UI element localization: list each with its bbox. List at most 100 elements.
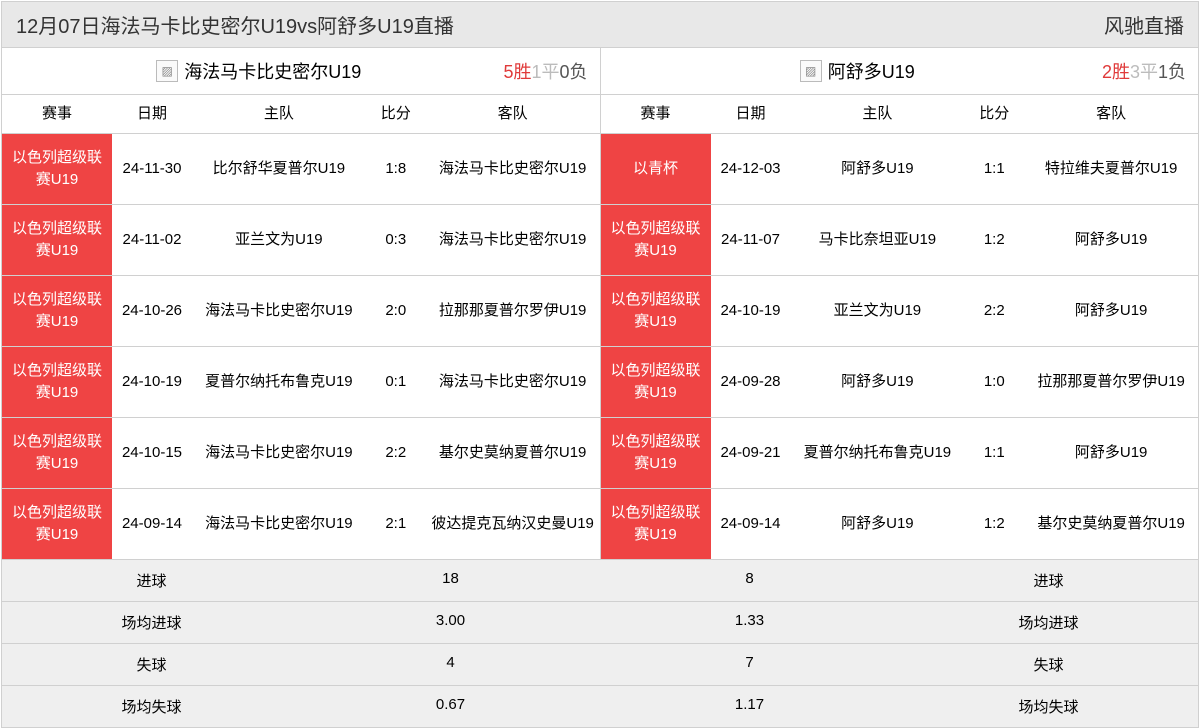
home-team-cell: 比尔舒华夏普尔U19	[192, 134, 366, 204]
score-cell: 1:2	[964, 489, 1024, 559]
right-panel: ▨ 阿舒多U19 2胜3平1负 赛事 日期 主队 比分 客队 以青杯24-12-…	[601, 48, 1199, 560]
col-away: 客队	[1024, 95, 1198, 133]
summary-label: 进球	[2, 560, 301, 601]
summary-right-val: 7	[600, 644, 899, 685]
left-team-header: ▨ 海法马卡比史密尔U19 5胜1平0负	[2, 48, 600, 95]
competition-cell: 以青杯	[601, 134, 711, 204]
home-team-cell: 海法马卡比史密尔U19	[192, 489, 366, 559]
date-cell: 24-09-14	[711, 489, 791, 559]
brand-label: 风驰直播	[1104, 10, 1184, 39]
image-placeholder-icon: ▨	[800, 60, 822, 82]
competition-cell: 以色列超级联赛U19	[2, 489, 112, 559]
score-cell: 2:0	[366, 276, 426, 346]
page-title: 12月07日海法马卡比史密尔U19vs阿舒多U19直播	[16, 10, 454, 39]
away-team-cell: 基尔史莫纳夏普尔U19	[1024, 489, 1198, 559]
right-team-header: ▨ 阿舒多U19 2胜3平1负	[601, 48, 1199, 95]
table-row: 以色列超级联赛U1924-10-19亚兰文为U192:2阿舒多U19	[601, 276, 1199, 347]
col-score: 比分	[366, 95, 426, 133]
table-row: 以色列超级联赛U1924-11-07马卡比奈坦亚U191:2阿舒多U19	[601, 205, 1199, 276]
summary-label: 场均进球	[2, 602, 301, 643]
home-team-cell: 夏普尔纳托布鲁克U19	[192, 347, 366, 417]
away-team-cell: 阿舒多U19	[1024, 276, 1198, 346]
home-team-cell: 阿舒多U19	[791, 347, 965, 417]
summary-left-val: 18	[301, 560, 600, 601]
away-team-cell: 基尔史莫纳夏普尔U19	[426, 418, 600, 488]
col-date: 日期	[112, 95, 192, 133]
away-team-cell: 阿舒多U19	[1024, 205, 1198, 275]
away-team-cell: 彼达提克瓦纳汉史曼U19	[426, 489, 600, 559]
competition-cell: 以色列超级联赛U19	[601, 418, 711, 488]
left-rows: 以色列超级联赛U1924-11-30比尔舒华夏普尔U191:8海法马卡比史密尔U…	[2, 134, 600, 560]
table-row: 以色列超级联赛U1924-10-26海法马卡比史密尔U192:0拉那那夏普尔罗伊…	[2, 276, 600, 347]
col-home: 主队	[791, 95, 965, 133]
score-cell: 0:3	[366, 205, 426, 275]
right-column-headers: 赛事 日期 主队 比分 客队	[601, 95, 1199, 134]
left-team-name: 海法马卡比史密尔U19	[184, 58, 361, 84]
score-cell: 1:1	[964, 134, 1024, 204]
left-panel: ▨ 海法马卡比史密尔U19 5胜1平0负 赛事 日期 主队 比分 客队 以色列超…	[2, 48, 601, 560]
summary-goals: 进球 18 8 进球	[2, 560, 1198, 602]
summary-right-val: 1.33	[600, 602, 899, 643]
summary-avg-goals: 场均进球 3.00 1.33 场均进球	[2, 602, 1198, 644]
home-team-cell: 夏普尔纳托布鲁克U19	[791, 418, 965, 488]
score-cell: 0:1	[366, 347, 426, 417]
date-cell: 24-09-14	[112, 489, 192, 559]
col-date: 日期	[711, 95, 791, 133]
date-cell: 24-10-26	[112, 276, 192, 346]
date-cell: 24-10-15	[112, 418, 192, 488]
summary-left-val: 3.00	[301, 602, 600, 643]
home-team-cell: 亚兰文为U19	[192, 205, 366, 275]
title-bar: 12月07日海法马卡比史密尔U19vs阿舒多U19直播 风驰直播	[2, 2, 1198, 48]
summary-label: 失球	[2, 644, 301, 685]
competition-cell: 以色列超级联赛U19	[2, 134, 112, 204]
competition-cell: 以色列超级联赛U19	[2, 418, 112, 488]
table-row: 以色列超级联赛U1924-09-14海法马卡比史密尔U192:1彼达提克瓦纳汉史…	[2, 489, 600, 560]
image-placeholder-icon: ▨	[156, 60, 178, 82]
away-team-cell: 拉那那夏普尔罗伊U19	[1024, 347, 1198, 417]
away-team-cell: 拉那那夏普尔罗伊U19	[426, 276, 600, 346]
team-halves: ▨ 海法马卡比史密尔U19 5胜1平0负 赛事 日期 主队 比分 客队 以色列超…	[2, 48, 1198, 560]
home-team-cell: 海法马卡比史密尔U19	[192, 418, 366, 488]
home-team-cell: 亚兰文为U19	[791, 276, 965, 346]
match-stats-container: 12月07日海法马卡比史密尔U19vs阿舒多U19直播 风驰直播 ▨ 海法马卡比…	[1, 1, 1199, 728]
date-cell: 24-11-02	[112, 205, 192, 275]
date-cell: 24-09-28	[711, 347, 791, 417]
table-row: 以色列超级联赛U1924-10-19夏普尔纳托布鲁克U190:1海法马卡比史密尔…	[2, 347, 600, 418]
summary-right-val: 1.17	[600, 686, 899, 727]
col-comp: 赛事	[2, 95, 112, 133]
home-team-cell: 马卡比奈坦亚U19	[791, 205, 965, 275]
summary-label: 场均失球	[899, 686, 1198, 727]
summary-label: 进球	[899, 560, 1198, 601]
home-team-cell: 阿舒多U19	[791, 489, 965, 559]
away-team-cell: 海法马卡比史密尔U19	[426, 347, 600, 417]
left-record: 5胜1平0负	[503, 58, 587, 84]
competition-cell: 以色列超级联赛U19	[2, 276, 112, 346]
date-cell: 24-10-19	[112, 347, 192, 417]
date-cell: 24-11-07	[711, 205, 791, 275]
date-cell: 24-09-21	[711, 418, 791, 488]
competition-cell: 以色列超级联赛U19	[601, 276, 711, 346]
score-cell: 1:1	[964, 418, 1024, 488]
date-cell: 24-11-30	[112, 134, 192, 204]
col-comp: 赛事	[601, 95, 711, 133]
table-row: 以色列超级联赛U1924-10-15海法马卡比史密尔U192:2基尔史莫纳夏普尔…	[2, 418, 600, 489]
score-cell: 2:1	[366, 489, 426, 559]
home-team-cell: 阿舒多U19	[791, 134, 965, 204]
summary-label: 失球	[899, 644, 1198, 685]
summary-left-val: 4	[301, 644, 600, 685]
right-rows: 以青杯24-12-03阿舒多U191:1特拉维夫夏普尔U19以色列超级联赛U19…	[601, 134, 1199, 560]
table-row: 以色列超级联赛U1924-11-30比尔舒华夏普尔U191:8海法马卡比史密尔U…	[2, 134, 600, 205]
score-cell: 2:2	[964, 276, 1024, 346]
summary-right-val: 8	[600, 560, 899, 601]
col-score: 比分	[964, 95, 1024, 133]
table-row: 以青杯24-12-03阿舒多U191:1特拉维夫夏普尔U19	[601, 134, 1199, 205]
table-row: 以色列超级联赛U1924-09-28阿舒多U191:0拉那那夏普尔罗伊U19	[601, 347, 1199, 418]
summary-conceded: 失球 4 7 失球	[2, 644, 1198, 686]
competition-cell: 以色列超级联赛U19	[2, 347, 112, 417]
table-row: 以色列超级联赛U1924-11-02亚兰文为U190:3海法马卡比史密尔U19	[2, 205, 600, 276]
date-cell: 24-10-19	[711, 276, 791, 346]
home-team-cell: 海法马卡比史密尔U19	[192, 276, 366, 346]
summary-left-val: 0.67	[301, 686, 600, 727]
table-row: 以色列超级联赛U1924-09-14阿舒多U191:2基尔史莫纳夏普尔U19	[601, 489, 1199, 560]
summary-label: 场均失球	[2, 686, 301, 727]
